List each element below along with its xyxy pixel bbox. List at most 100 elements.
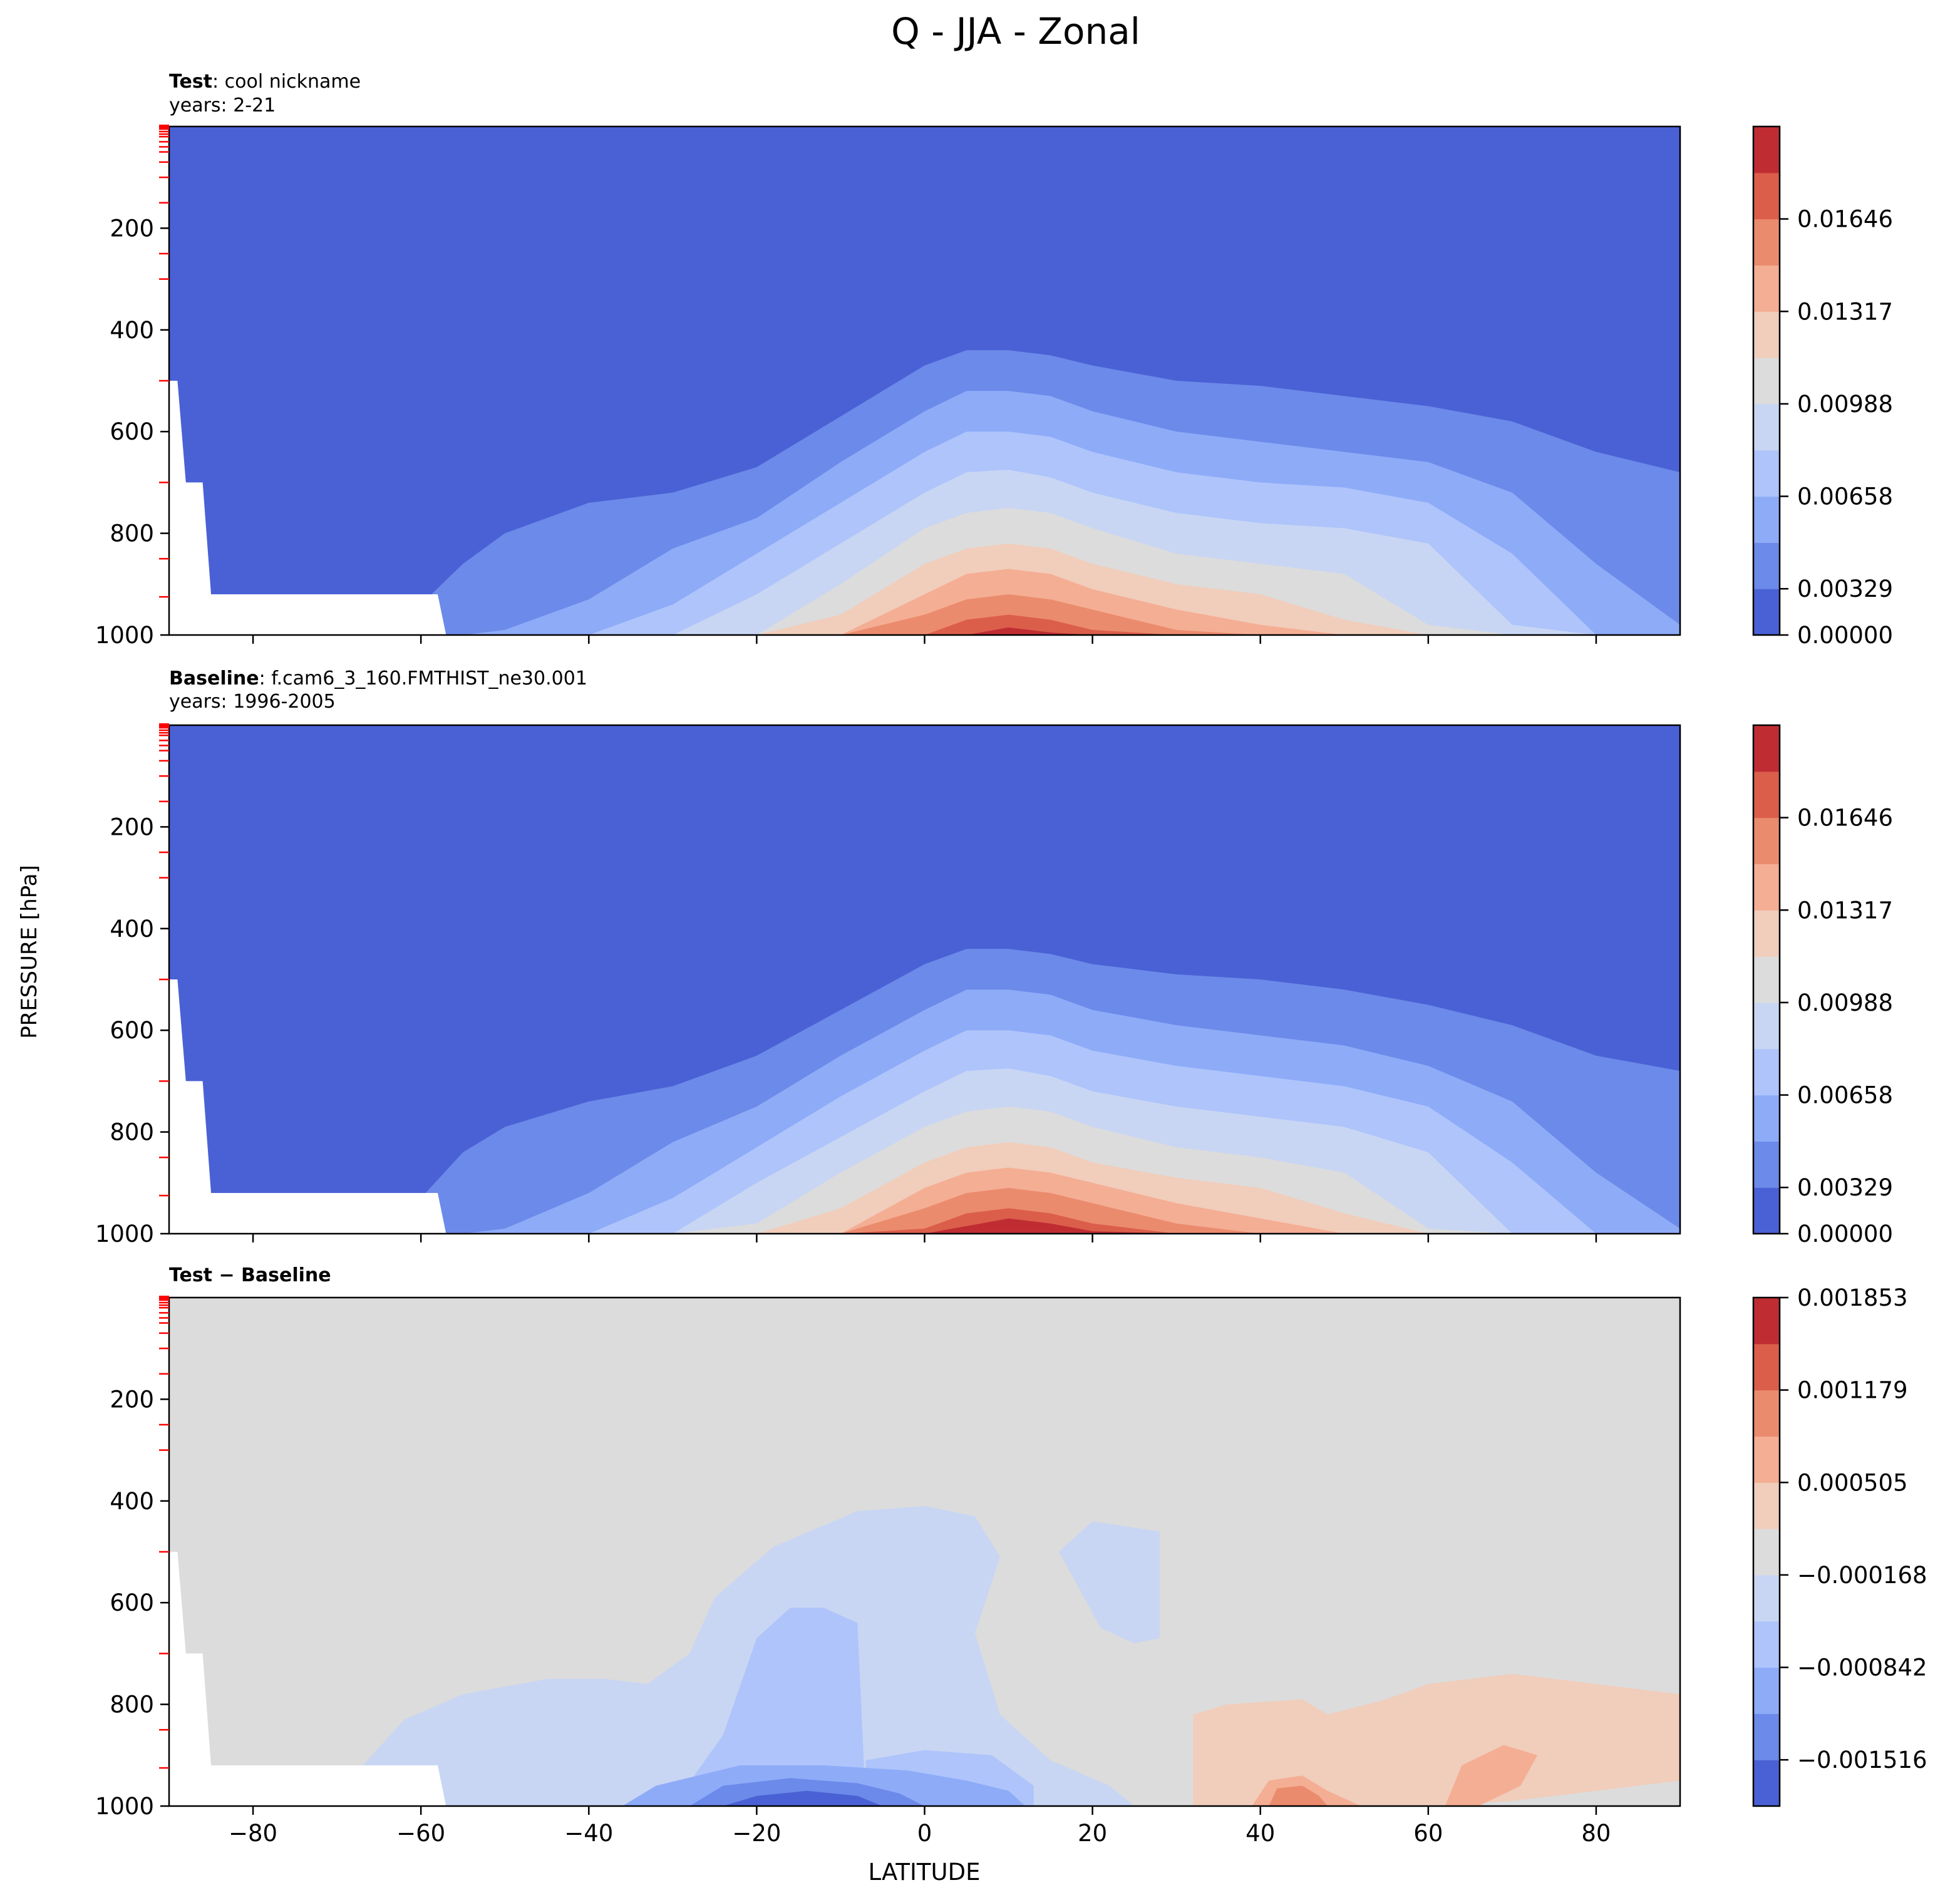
colorbar-segment — [1753, 1390, 1780, 1437]
colorbar-tick-label: 0.00658 — [1797, 483, 1893, 510]
colorbar-tick-label: −0.000842 — [1797, 1655, 1927, 1681]
colorbar-segment — [1753, 1482, 1780, 1529]
contour-region-1 — [1058, 1521, 1160, 1644]
y-tick-label: 800 — [110, 520, 154, 547]
colorbar-segment — [1753, 1574, 1780, 1622]
colorbar-segment — [1753, 311, 1780, 358]
colorbar-segment — [1753, 864, 1780, 911]
colorbar-segment — [1753, 1343, 1780, 1391]
figure-title: Q - JJA - Zonal — [891, 10, 1140, 53]
panel-subtitle-bold: Test − Baseline — [169, 1264, 331, 1286]
colorbar-tick-label: 0.00988 — [1797, 989, 1893, 1016]
colorbar-tick-label: 0.00329 — [1797, 576, 1893, 602]
y-tick-label: 600 — [110, 1589, 154, 1616]
colorbar: 0.01646 0.01317 0.00988 0.00658 0.00329 0.000… — [1752, 125, 1893, 649]
panel-years: years: 1996-2005 — [169, 691, 336, 713]
colorbar-segment — [1753, 1713, 1780, 1760]
y-tick-label: 1000 — [95, 622, 154, 649]
minor-tick-cluster — [159, 723, 169, 728]
x-tick-label: −20 — [732, 1820, 781, 1847]
x-tick-label: 60 — [1413, 1820, 1443, 1847]
colorbar-segment — [1753, 1621, 1780, 1668]
y-tick-label: 800 — [110, 1119, 154, 1146]
colorbar: 0.01646 0.01317 0.00988 0.00658 0.00329 0.000… — [1752, 724, 1893, 1247]
missing-data-region — [169, 1552, 446, 1806]
colorbar-segment — [1753, 358, 1780, 405]
colorbar-segment — [1753, 956, 1780, 1003]
y-tick-label: 200 — [110, 1386, 154, 1413]
contour-band-7 — [169, 569, 1680, 635]
x-axis-label: LATITUDE — [869, 1859, 981, 1886]
panel-subtitle-text: : f.cam6_3_160.FMTHIST_ne30.001 — [259, 668, 587, 689]
missing-data-region — [169, 381, 446, 635]
colorbar-segment — [1753, 589, 1780, 636]
colorbar-segment — [1753, 1760, 1780, 1807]
contour-band-8 — [169, 594, 1680, 635]
colorbar-segment — [1753, 1298, 1780, 1345]
y-axis-label: PRESSURE [hPa] — [17, 865, 42, 1038]
colorbar-frame — [1752, 724, 1781, 1235]
colorbar-segment — [1753, 910, 1780, 957]
colorbar-segment — [1753, 126, 1780, 173]
colorbar-segment — [1753, 1436, 1780, 1483]
y-tick-label: 400 — [110, 1488, 154, 1515]
colorbar-segment — [1753, 725, 1780, 772]
y-tick-label: 1000 — [95, 1793, 154, 1820]
colorbar-segment — [1753, 1048, 1780, 1096]
panel-subtitle-bold: Test — [169, 71, 212, 93]
missing-data-region — [169, 979, 446, 1234]
colorbar-segment — [1753, 1667, 1780, 1714]
colorbar-segment — [1753, 1529, 1780, 1576]
y-tick-label: 200 — [110, 813, 154, 840]
panel-subtitle: Test − Baseline — [169, 1264, 331, 1286]
x-tick-label: 80 — [1581, 1820, 1611, 1847]
colorbar-frame — [1752, 1296, 1781, 1807]
colorbar-tick-label: 0.000505 — [1797, 1469, 1908, 1496]
contour-region-6 — [723, 1790, 883, 1806]
colorbar-segment — [1753, 1095, 1780, 1142]
x-tick-label: 0 — [917, 1820, 932, 1847]
x-tick-label: 20 — [1078, 1820, 1107, 1847]
panel-test: 200 400 600 800 1000 Test: cool nicknameyears… — [95, 71, 1893, 649]
x-tick-label: −60 — [396, 1820, 445, 1847]
y-tick-label: 400 — [110, 317, 154, 344]
colorbar: 0.001853 0.001179 0.000505 −0.000168 −0.0008… — [1752, 1284, 1927, 1807]
colorbar-tick-label: 0.001853 — [1797, 1284, 1908, 1311]
y-tick-label: 800 — [110, 1691, 154, 1718]
x-tick-label: 40 — [1246, 1820, 1275, 1847]
colorbar-tick-label: 0.00000 — [1797, 622, 1893, 649]
colorbar-segment — [1753, 817, 1780, 865]
x-tick-label: −80 — [229, 1820, 277, 1847]
contour-band-8 — [169, 1187, 1680, 1234]
contour-band-6 — [169, 543, 1680, 635]
panel-subtitle: Baseline: f.cam6_3_160.FMTHIST_ne30.001 — [169, 668, 587, 689]
contour-band-9 — [169, 1208, 1680, 1234]
x-tick-label: −40 — [564, 1820, 613, 1847]
colorbar-segment — [1753, 1002, 1780, 1050]
colorbar-tick-label: 0.00329 — [1797, 1174, 1893, 1201]
colorbar-segment — [1753, 403, 1780, 451]
colorbar-tick-label: −0.000168 — [1797, 1562, 1927, 1589]
panel-subtitle-bold: Baseline — [169, 668, 259, 689]
y-tick-label: 200 — [110, 215, 154, 242]
colorbar-tick-label: 0.001179 — [1797, 1377, 1908, 1404]
contour-region-0 — [320, 1505, 1135, 1806]
colorbar-tick-label: 0.01317 — [1797, 298, 1893, 325]
panel-difference: 200 400 600 800 1000 −80 −60 −40 −20 0 20 40 60 80 Tes… — [95, 1264, 1927, 1847]
minor-tick-cluster — [159, 1296, 169, 1300]
contour-field — [169, 725, 1680, 1234]
panel-baseline: 200 400 600 800 1000 Baseline: f.cam6_3_160.F… — [95, 668, 1893, 1247]
contour-band-6 — [169, 1142, 1680, 1234]
contour-region-2 — [673, 1608, 866, 1806]
colorbar-tick-label: 0.00000 — [1797, 1221, 1893, 1247]
colorbar-tick-label: −0.001516 — [1797, 1747, 1927, 1774]
minor-tick-cluster — [159, 125, 169, 129]
panel-subtitle-text: : cool nickname — [212, 71, 361, 93]
colorbar-segment — [1753, 450, 1780, 497]
colorbar-segment — [1753, 172, 1780, 220]
contour-region-7 — [1193, 1673, 1680, 1806]
contour-region-10 — [1269, 1785, 1328, 1806]
y-tick-label: 400 — [110, 916, 154, 942]
y-tick-label: 600 — [110, 1017, 154, 1044]
